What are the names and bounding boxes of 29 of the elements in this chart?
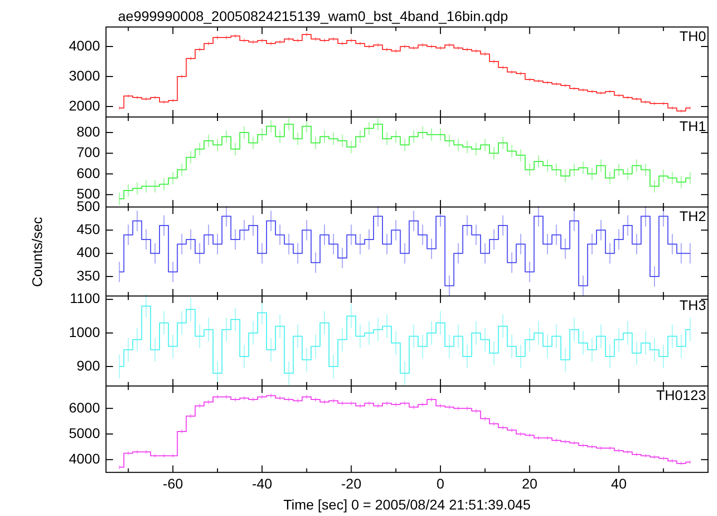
y-tick-label: 6000 <box>68 399 100 416</box>
x-tick-label: 20 <box>522 476 538 492</box>
text: TH0 <box>680 28 706 44</box>
y-tick-label: 700 <box>76 144 100 160</box>
y-tick-label: 600 <box>76 164 100 181</box>
y-tick-label: 900 <box>76 357 100 374</box>
y-tick-label: 2000 <box>68 97 100 114</box>
y-tick-label: 4000 <box>68 450 100 466</box>
x-tick-label: 0 <box>436 476 445 492</box>
y-tick-label: 5000 <box>68 424 100 441</box>
y-tick-label: 1000 <box>68 324 100 340</box>
y-tick-label: 4000 <box>68 37 100 54</box>
chart-title: ae999990008_20050824215139_wam0_bst_4band_16bin.qdp <box>118 8 508 24</box>
series-label: TH3 <box>680 296 706 313</box>
y-tick-label: 1100 <box>70 290 100 306</box>
y-tick-label: 400 <box>76 244 100 260</box>
y-tick-label: 350 <box>76 267 100 284</box>
y-axis-title: Counts/sec <box>29 216 45 287</box>
x-tick-label: 40 <box>611 476 627 492</box>
x-tick-label: -60 <box>162 476 184 492</box>
x-tick-label: -20 <box>341 476 362 492</box>
text: TH1 <box>680 118 706 134</box>
text: TH0123 <box>656 386 706 403</box>
x-axis-title: Time [sec] 0 = 2005/08/24 21:51:39.045 <box>283 496 531 512</box>
y-tick-label: 800 <box>76 123 100 140</box>
series-label: TH2 <box>680 208 706 224</box>
x-tick-label: -40 <box>252 476 272 492</box>
y-tick-label: 3000 <box>68 67 100 84</box>
y-tick-label: 450 <box>76 221 100 238</box>
